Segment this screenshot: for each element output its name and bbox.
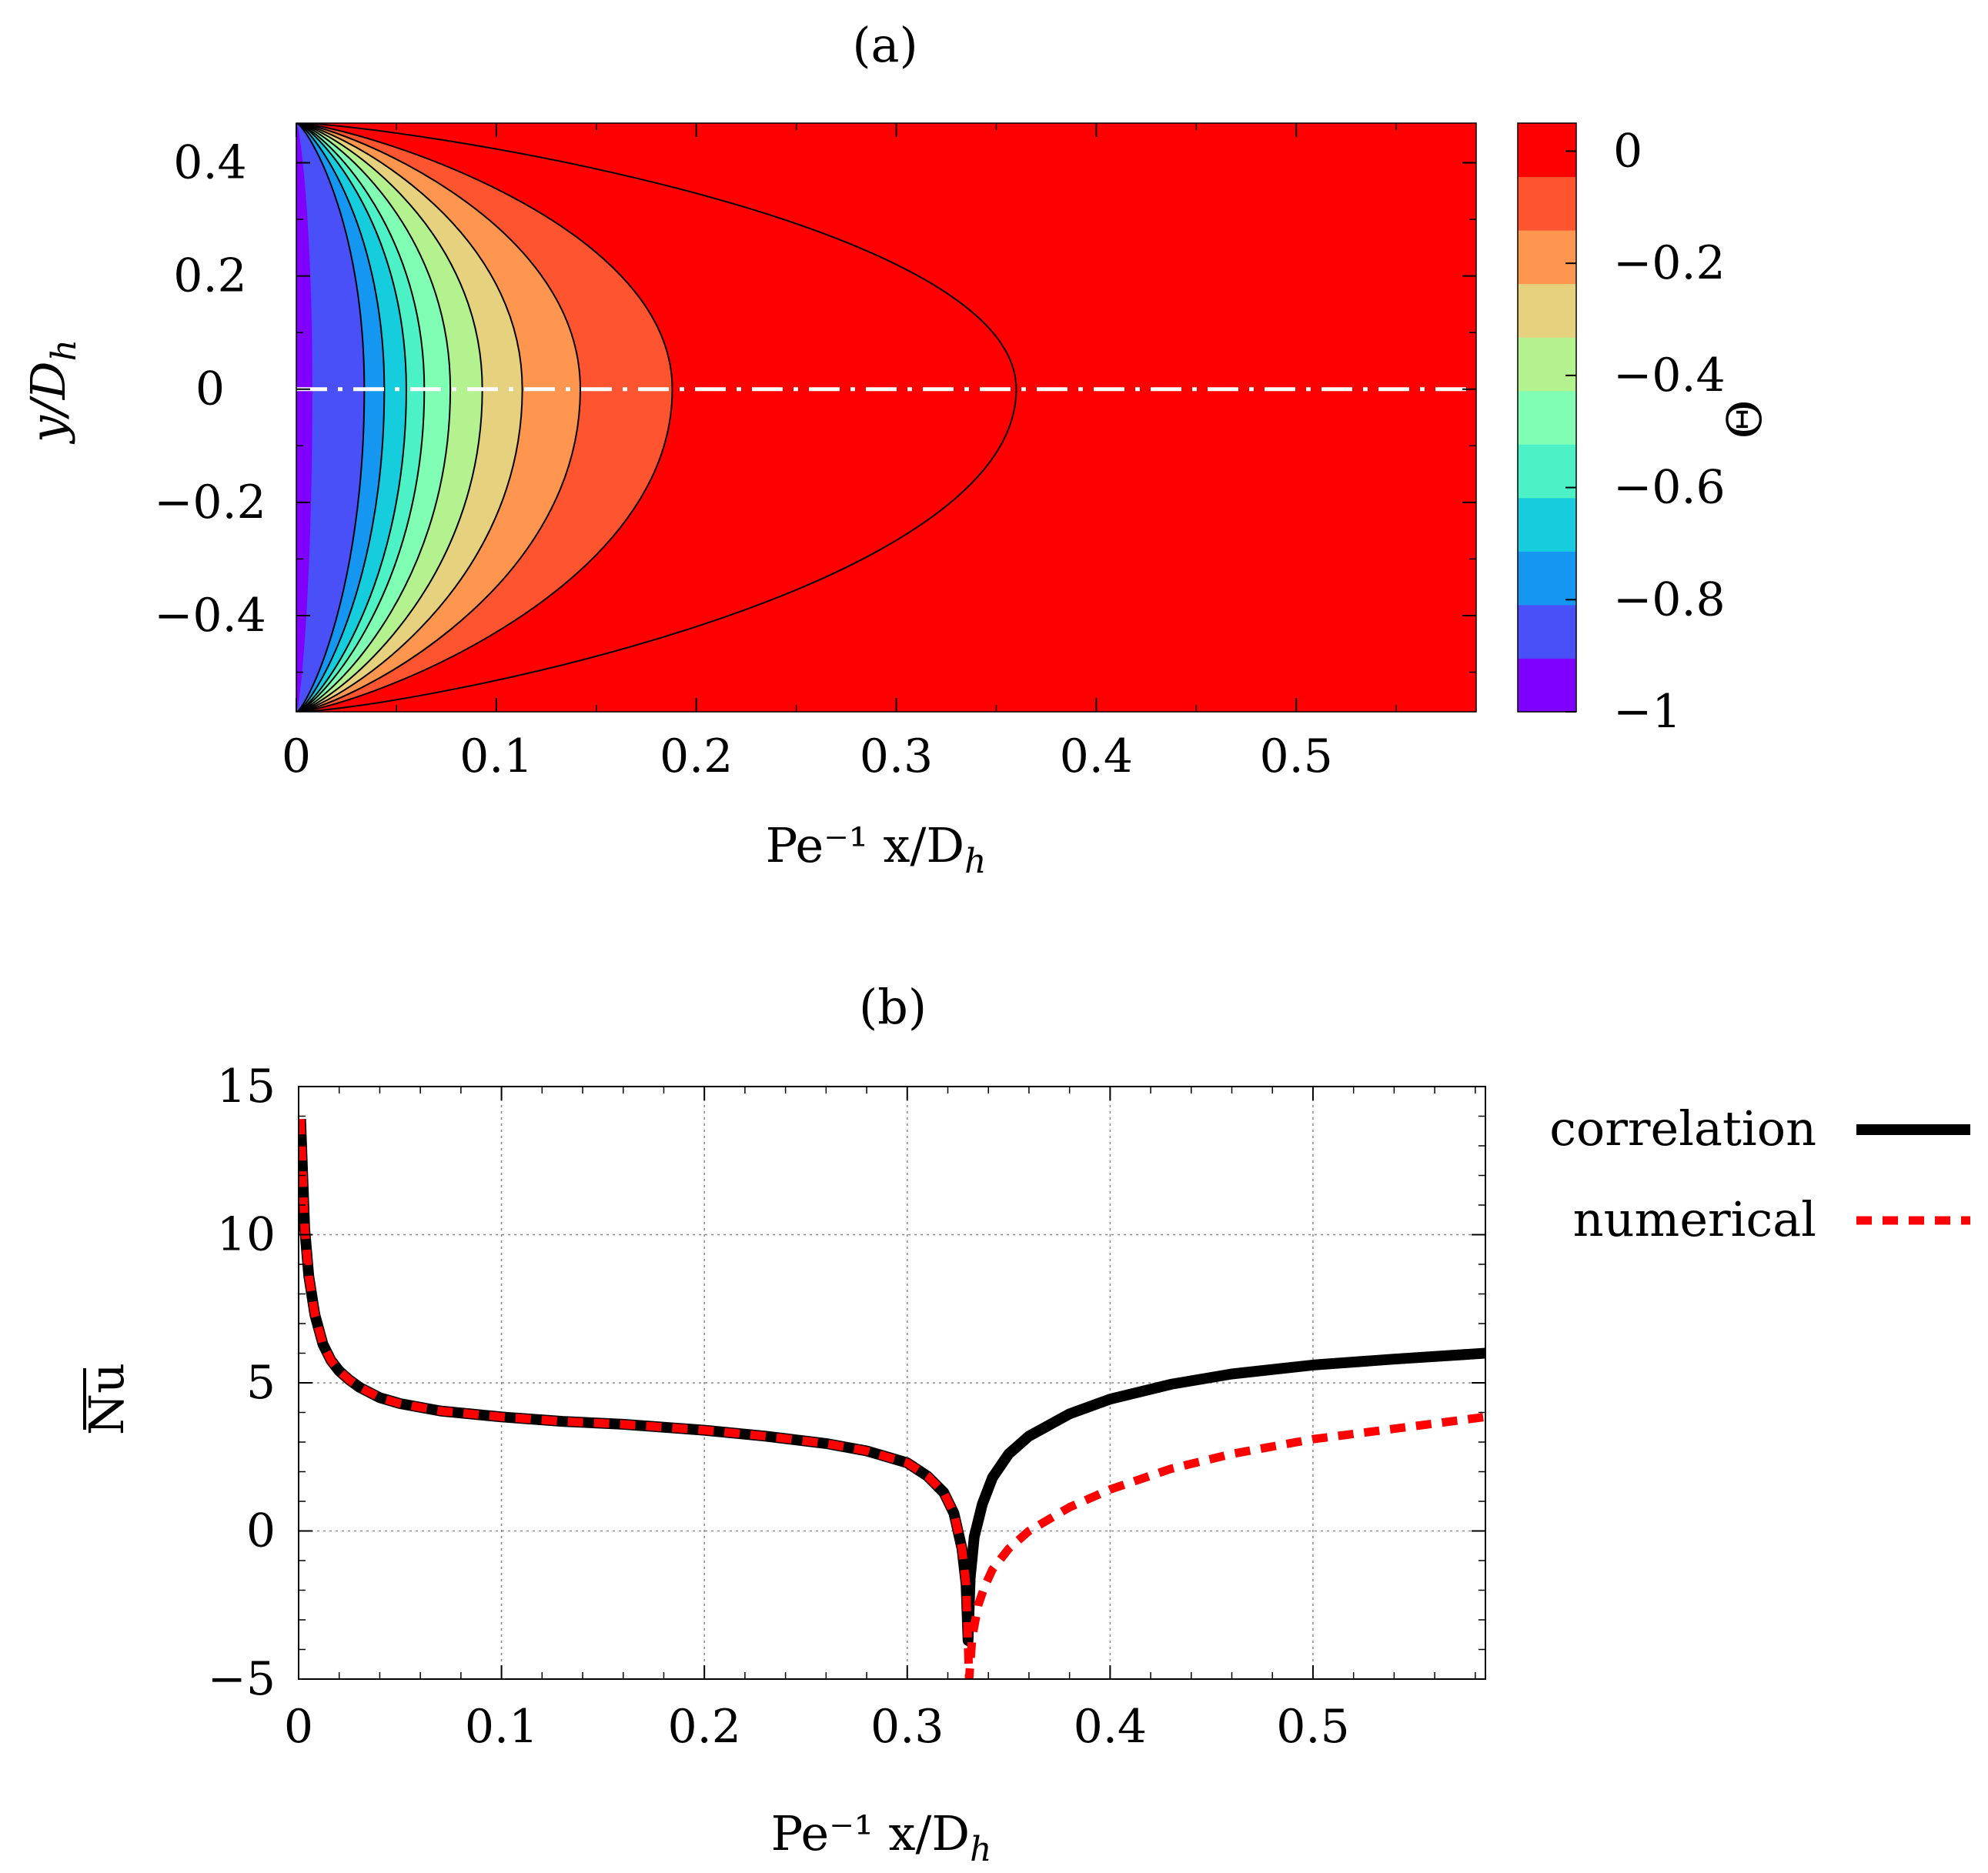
y-tick-label: 0 [195,362,225,416]
panel-a-colorbar-label: Θ [1716,400,1772,439]
colorbar-swatch [1518,230,1576,285]
colorbar-swatch [1518,551,1576,606]
y-tick-label: 5 [246,1356,276,1410]
colorbar-swatch [1518,337,1576,392]
colorbar-tick-label: −0.6 [1613,461,1726,515]
panel-a-x-axis-label: Pe⁻¹ x/Dh [766,817,987,881]
panel-a-plot-area: 0 0.1 0.2 0.3 0.4 0.5 0.4 0.2 0 −0.2 −0.4 [154,122,1477,783]
colorbar-tick-label: 0 [1613,124,1642,178]
series-line-numerical [299,1119,1485,1679]
series-line-correlation [299,1119,1485,1646]
colorbar-swatch [1518,283,1576,338]
contour-band-0 [296,123,366,712]
panel-b-y-axis-label: Nu [79,1363,135,1435]
panel-a-colorbar: 0 −0.2 −0.4 −0.6 −0.8 −1 [1517,122,1726,739]
colorbar-swatch [1518,390,1576,445]
colorbar-swatch [1518,604,1576,659]
svg-text:Nu: Nu [79,1363,135,1435]
colorbar-frame [1517,122,1577,713]
panel-a-temperature-contour: (a) 0 0.1 0.2 0.3 0.4 0.5 0.4 0.2 0 −0.2 −0.4 0 −0.… [20,17,1772,881]
x-tick-label: 0.4 [1074,1700,1147,1754]
colorbar-swatch [1518,658,1576,713]
x-tick-label: 0.5 [1259,730,1332,783]
x-tick-label: 0 [284,1700,313,1754]
panel-a-y-axis-label: y/Dh [20,339,84,445]
x-tick-label: 0.5 [1276,1700,1349,1754]
panel-a-title: (a) [852,17,917,73]
colorbar-swatch [1518,497,1576,552]
y-tick-label: 10 [217,1208,276,1262]
series-lines [299,1119,1485,1679]
x-tick-label: 0.3 [870,1700,944,1754]
x-tick-label: 0.1 [459,730,533,783]
panel-b-legend: correlation numerical [1549,1100,1970,1247]
legend-label-correlation: correlation [1549,1100,1816,1157]
contour-bands [296,123,1017,712]
colorbar-tick-label: −1 [1613,685,1681,739]
legend-label-numerical: numerical [1573,1191,1816,1247]
contour-band-core [296,123,312,712]
x-tick-label: 0 [282,730,311,783]
x-tick-label: 0.2 [667,1700,740,1754]
y-tick-label: 0 [246,1504,276,1558]
x-tick-label: 0.4 [1060,730,1133,783]
colorbar-swatch [1518,123,1576,178]
colorbar-swatch [1518,444,1576,499]
y-tick-label: 0.2 [173,249,246,303]
x-tick-label: 0.3 [860,730,933,783]
plot-a-frame [296,122,1477,713]
x-tick-label: 0.1 [465,1700,538,1754]
colorbar-swatch [1518,176,1576,231]
y-tick-label: 0.4 [173,135,246,189]
panel-b-title: (b) [859,979,927,1035]
panel-b-x-axis-label: Pe⁻¹ x/Dh [771,1805,992,1869]
x-tick-label: 0.2 [660,730,733,783]
colorbar-tick-label: −0.8 [1613,573,1726,626]
colorbar-tick-label: −0.2 [1613,236,1726,290]
y-tick-label: −0.4 [154,589,266,643]
y-tick-label: −0.2 [154,476,266,529]
y-tick-label: 15 [217,1060,276,1113]
y-tick-label: −5 [208,1652,276,1706]
colorbar-tick-label: −0.4 [1613,349,1726,402]
